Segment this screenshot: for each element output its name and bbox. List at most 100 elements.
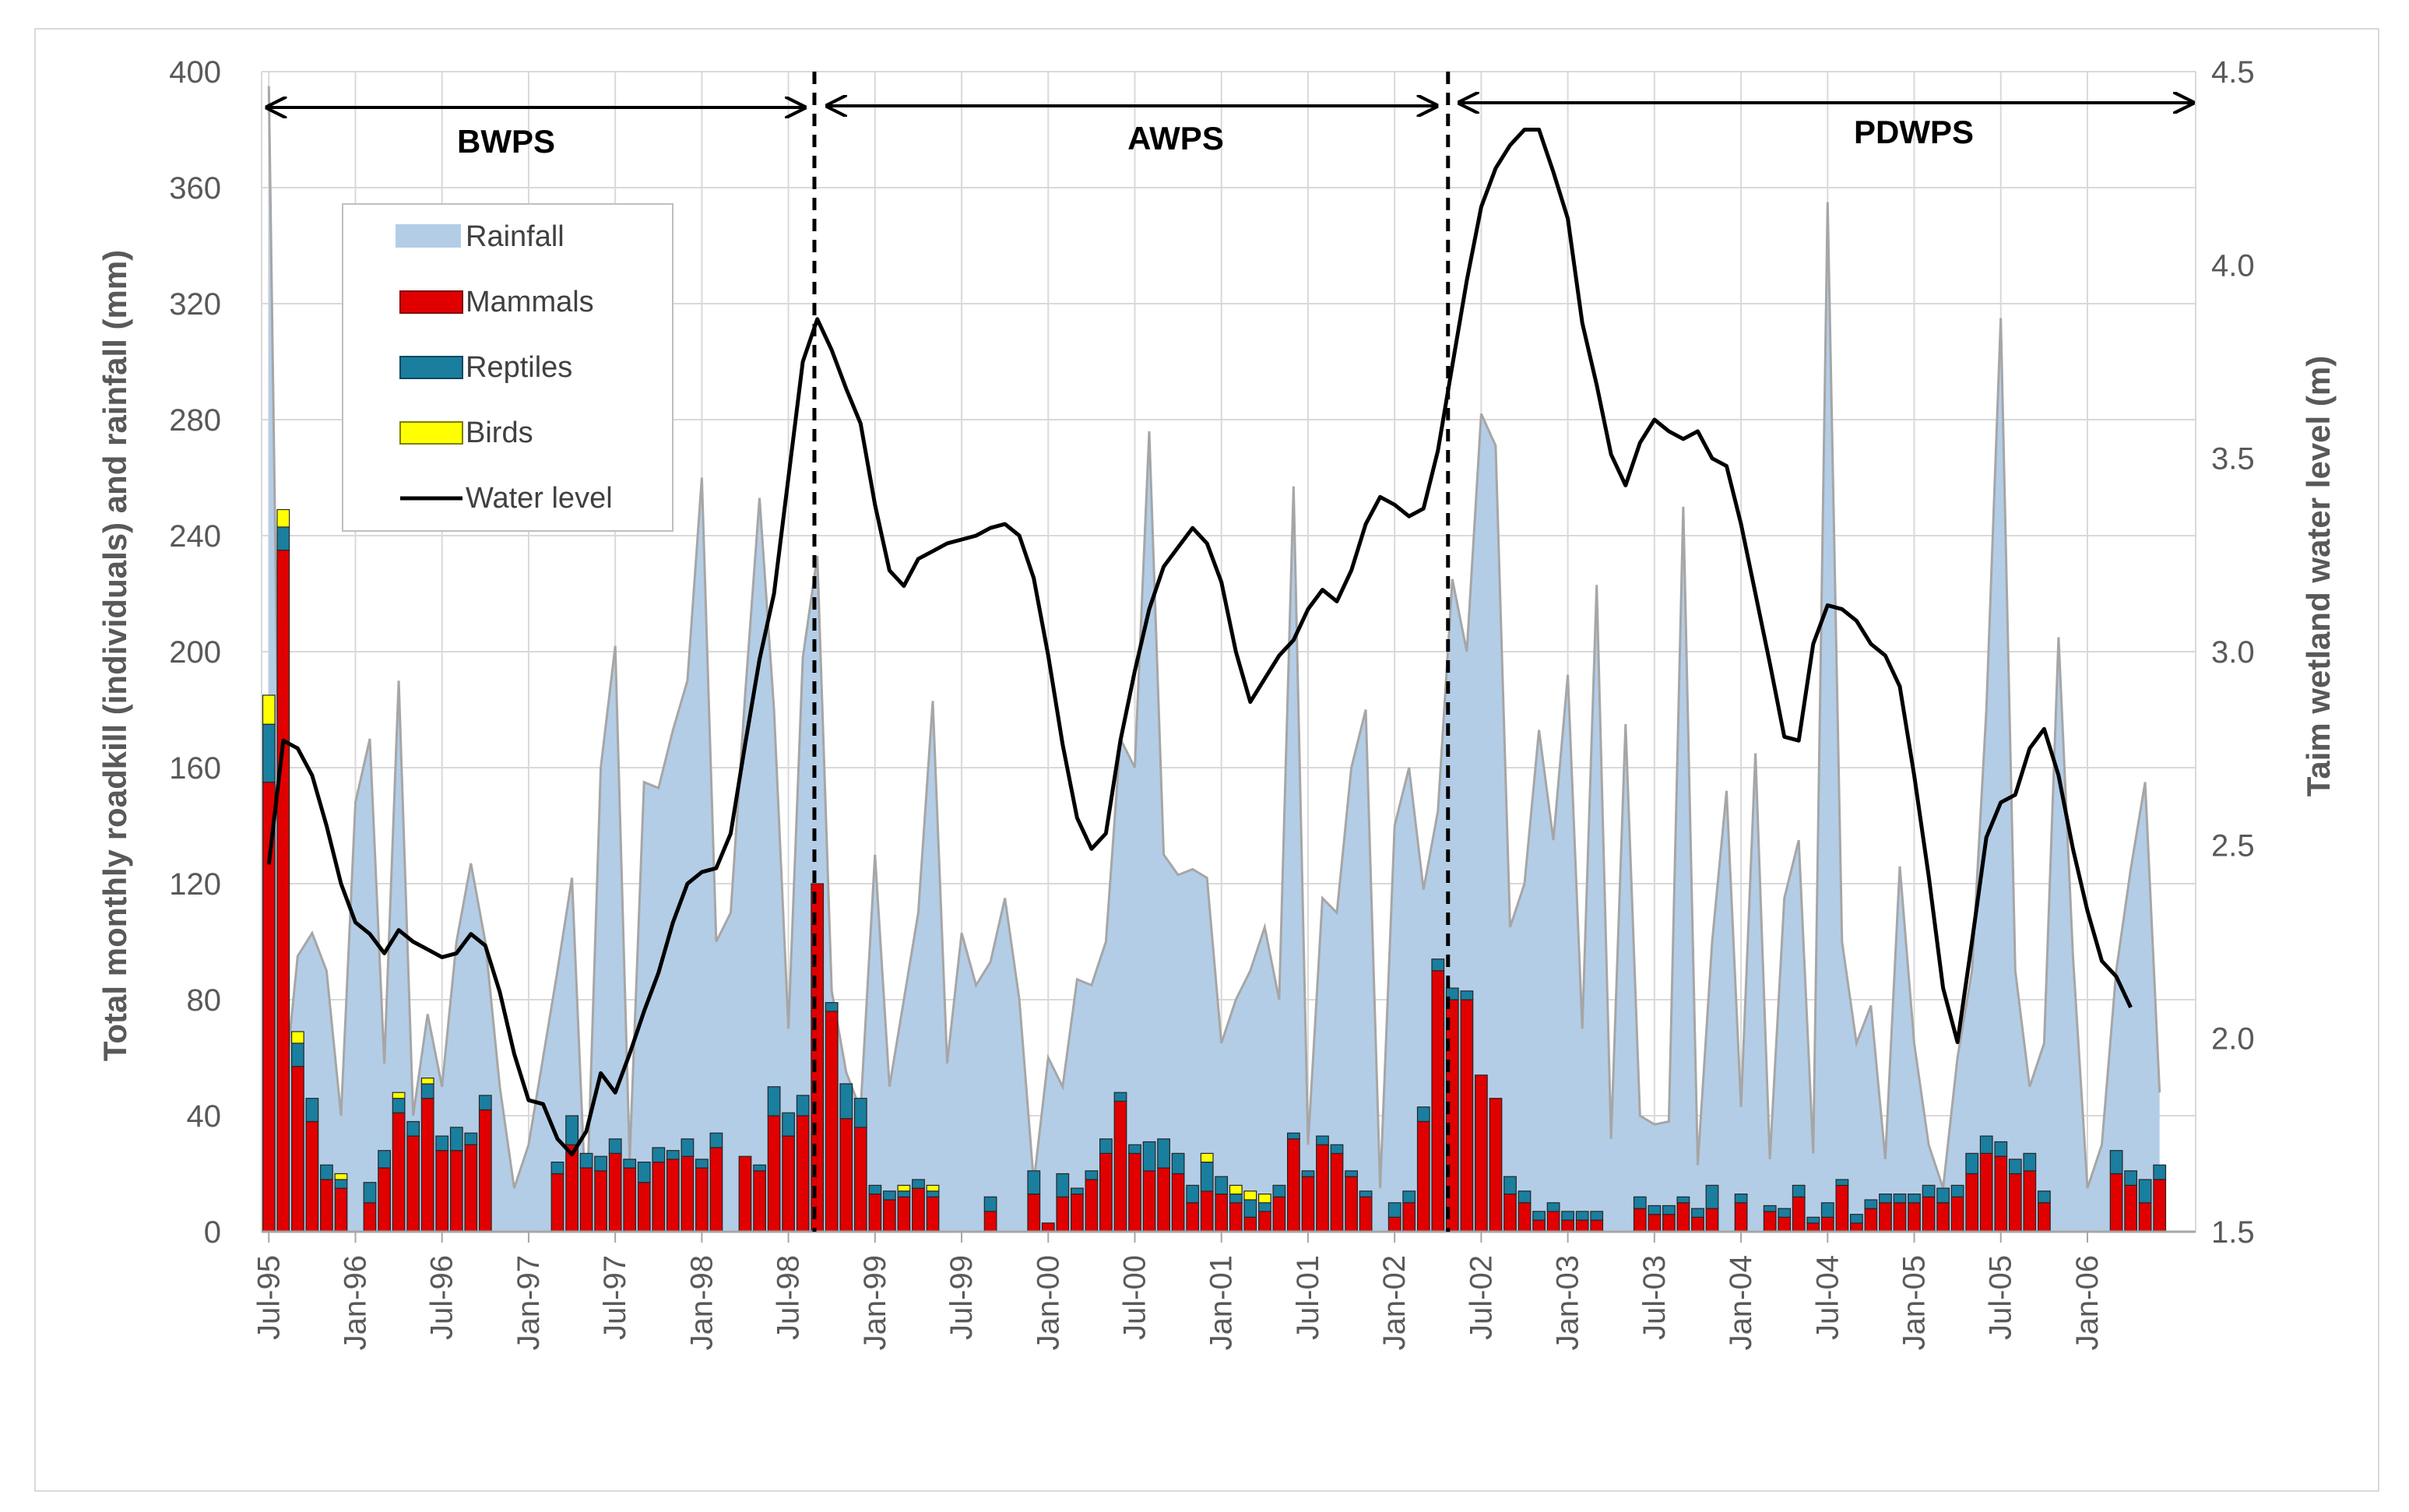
mammals-bar <box>1503 1193 1517 1232</box>
mammals-bar <box>464 1144 478 1232</box>
reptiles-bar <box>1229 1193 1243 1204</box>
legend-label-mammals: Mammals <box>466 286 594 318</box>
reptiles-bar <box>363 1182 377 1204</box>
mammals-bar <box>839 1118 853 1232</box>
bar-layer <box>262 508 2167 1232</box>
x-tick-label: Jan-02 <box>1377 1255 1412 1350</box>
reptiles-bar <box>1561 1211 1575 1221</box>
x-tick-label: Jul-95 <box>251 1255 286 1340</box>
x-tick-label: Jul-00 <box>1118 1255 1152 1340</box>
birds-bar <box>1200 1152 1214 1163</box>
birds-bar <box>1257 1193 1271 1204</box>
mammals-bar <box>897 1196 911 1232</box>
mammals-bar <box>550 1173 564 1232</box>
mammals-bar <box>1157 1167 1171 1232</box>
y-left-tick-label: 200 <box>169 635 221 670</box>
legend-swatch-mammals <box>399 290 463 314</box>
reptiles-bar <box>334 1179 348 1189</box>
mammals-bar <box>1286 1138 1300 1232</box>
reptiles-bar <box>680 1138 695 1157</box>
reptiles-bar <box>565 1115 579 1145</box>
mammals-bar <box>1575 1219 1589 1232</box>
mammals-bar <box>1200 1190 1214 1232</box>
mammals-bar <box>1345 1176 1359 1232</box>
y-left-tick-label: 120 <box>169 867 221 902</box>
mammals-bar <box>1229 1202 1243 1232</box>
mammals-bar <box>449 1150 463 1232</box>
mammals-bar <box>709 1147 723 1232</box>
mammals-bar <box>608 1152 622 1232</box>
x-tick-label: Jan-98 <box>684 1255 719 1350</box>
reptiles-bar <box>449 1127 463 1152</box>
x-tick-label: Jul-99 <box>944 1255 979 1340</box>
birds-bar <box>392 1092 406 1099</box>
reptiles-bar <box>2038 1190 2051 1204</box>
mammals-bar <box>478 1109 492 1232</box>
mammals-bar <box>1763 1211 1777 1232</box>
reptiles-bar <box>1648 1204 1662 1215</box>
reptiles-bar <box>926 1190 940 1197</box>
reptiles-bar <box>1257 1202 1271 1212</box>
reptiles-bar <box>392 1098 406 1113</box>
reptiles-bar <box>1532 1211 1546 1221</box>
y-right-tick-label: 2.0 <box>2211 1022 2255 1057</box>
birds-bar <box>420 1077 434 1085</box>
reptiles-bar <box>1575 1211 1589 1221</box>
mammals-bar <box>1676 1202 1690 1232</box>
reptiles-bar <box>1402 1190 1416 1204</box>
reptiles-bar <box>1676 1196 1690 1204</box>
reptiles-bar <box>464 1132 478 1145</box>
mammals-bar <box>276 549 290 1232</box>
reptiles-bar <box>1070 1187 1084 1195</box>
reptiles-bar <box>608 1138 622 1155</box>
y-right-tick-label: 2.5 <box>2211 828 2255 863</box>
reptiles-bar <box>1763 1204 1777 1212</box>
x-tick-label: Jul-01 <box>1291 1255 1325 1340</box>
reptiles-bar <box>868 1184 882 1195</box>
mammals-bar <box>1820 1216 1834 1232</box>
reptiles-bar <box>1359 1190 1373 1197</box>
reptiles-bar <box>579 1152 593 1169</box>
y-right-tick-label: 4.0 <box>2211 248 2255 283</box>
reptiles-bar <box>1820 1202 1834 1218</box>
reptiles-bar <box>1633 1196 1647 1209</box>
mammals-bar <box>1257 1211 1271 1232</box>
mammals-bar <box>853 1127 867 1232</box>
reptiles-bar <box>1099 1138 1113 1155</box>
reptiles-bar <box>1792 1184 1806 1197</box>
reptiles-bar <box>767 1086 781 1116</box>
mammals-bar <box>2124 1184 2138 1232</box>
reptiles-bar <box>1734 1193 1748 1204</box>
x-tick-label: Jul-02 <box>1464 1255 1498 1340</box>
reptiles-bar <box>1243 1199 1257 1218</box>
reptiles-bar <box>594 1155 607 1172</box>
mammals-bar <box>983 1211 997 1232</box>
reptiles-bar <box>882 1190 896 1201</box>
mammals-bar <box>2023 1170 2037 1232</box>
reptiles-bar <box>262 723 276 783</box>
birds-bar <box>276 508 290 528</box>
mammals-bar <box>912 1187 925 1232</box>
mammals-bar <box>1128 1152 1141 1232</box>
reptiles-bar <box>1215 1176 1229 1195</box>
mammals-bar <box>1359 1196 1373 1232</box>
mammals-bar <box>1474 1074 1488 1232</box>
mammals-bar <box>652 1161 666 1232</box>
reptiles-bar <box>1835 1179 1849 1187</box>
mammals-bar <box>1041 1222 1055 1232</box>
reptiles-bar <box>420 1083 434 1099</box>
reptiles-bar <box>1027 1170 1041 1195</box>
mammals-bar <box>1734 1202 1748 1232</box>
reptiles-bar <box>1979 1135 1993 1154</box>
axis-layer: Total monthly roadkill (individuals) and… <box>97 55 2337 1350</box>
y-left-tick-label: 0 <box>204 1215 221 1250</box>
reptiles-bar <box>1460 990 1474 1000</box>
reptiles-bar <box>478 1095 492 1111</box>
reptiles-bar <box>1936 1187 1950 1204</box>
y-left-title: Total monthly roadkill (individuals) and… <box>97 250 133 1061</box>
mammals-bar <box>1215 1193 1229 1232</box>
reptiles-bar <box>1157 1138 1171 1169</box>
mammals-bar <box>1517 1202 1532 1232</box>
mammals-bar <box>637 1182 651 1232</box>
